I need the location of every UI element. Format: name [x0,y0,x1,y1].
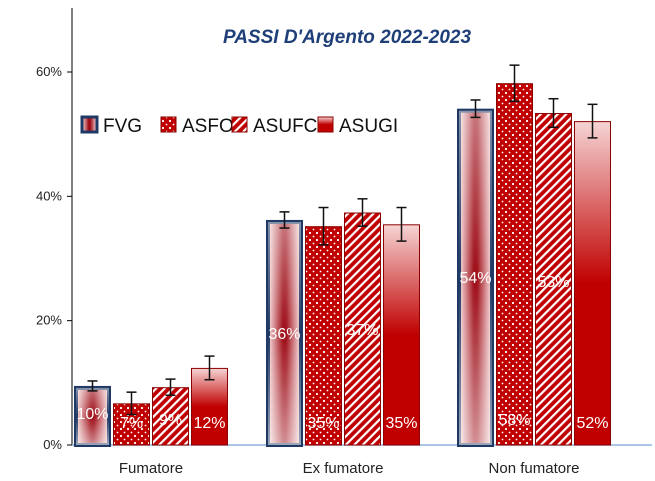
bar-asugi [574,121,611,446]
data-label: 7% [120,415,143,432]
data-label: 12% [193,415,225,432]
data-label: 9% [159,412,182,429]
data-label: 37% [346,322,378,339]
bar-asfo [305,226,342,446]
legend-swatch-asfo [160,116,177,133]
data-label: 10% [76,406,108,423]
bar-asufc [535,113,572,446]
bar-asufc [344,212,381,446]
legend-label-asfo: ASFO [182,116,234,137]
legend-label-asufc: ASUFC [253,116,317,137]
data-label: 54% [459,270,491,287]
legend-swatch-asugi [317,116,334,133]
chart-title: PASSI D'Argento 2022-2023 [223,27,472,48]
data-label: 52% [576,415,608,432]
bar-fvg-shade [459,110,492,445]
data-label: 58% [498,412,530,429]
x-category-label: Non fumatore [489,460,580,477]
y-tick-label: 0% [43,437,62,452]
bar-asfo [496,83,533,446]
data-label: 36% [268,326,300,343]
x-category-label: Fumatore [119,460,183,477]
bar-fvg-shade [268,221,301,445]
bar-fvg-shade [76,387,109,445]
y-tick-label: 20% [36,313,62,328]
bar-asugi [383,224,420,446]
bar-asugi [191,367,228,446]
data-label: 35% [307,415,339,432]
data-label: 53% [537,274,569,291]
legend-swatch-asufc [231,116,248,133]
legend-swatch-fvg [80,115,99,134]
y-tick-label: 40% [36,188,62,203]
legend-label-asugi: ASUGI [339,116,398,137]
y-tick-label: 60% [36,64,62,79]
legend-label-fvg: FVG [103,116,142,137]
x-category-label: Ex fumatore [303,460,384,477]
data-label: 35% [385,415,417,432]
